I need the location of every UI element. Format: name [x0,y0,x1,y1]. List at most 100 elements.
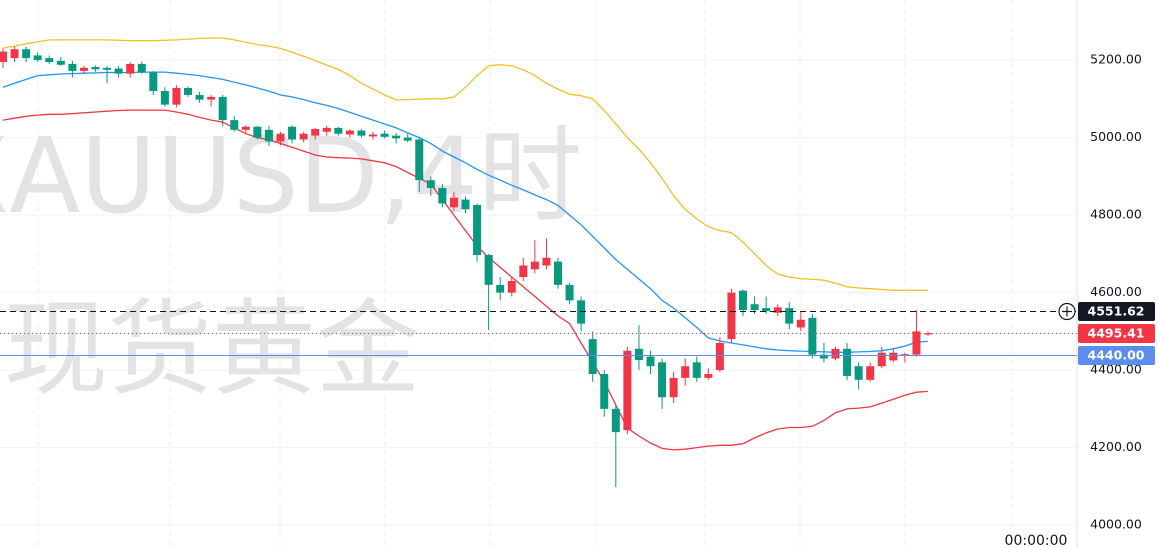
candle-body [623,350,632,431]
candle-body [253,126,262,138]
candle-body [819,354,828,359]
candle-body [403,137,412,141]
band-line [2,109,929,451]
candle-body [311,129,320,136]
watermark-name: 现货黄金 [4,288,420,410]
candle-body [588,339,597,374]
candle-body [461,199,470,210]
candle-body [149,72,158,92]
candle-body [33,55,42,61]
candle-body [727,292,736,340]
candle-body [207,96,216,100]
candle-body [449,197,458,208]
candle-body [704,373,713,378]
y-tick-label: 5200.00 [1090,52,1142,67]
candle-body [854,366,863,380]
candle-body [103,67,112,70]
candle-body [542,257,551,266]
candle-body [184,87,192,95]
candle-body [10,49,19,59]
candle-body [438,187,447,204]
candle-body [22,49,31,59]
candle-body [658,362,667,398]
candle-body [889,352,898,361]
candle-body [415,139,424,181]
candle-body [843,348,852,376]
candle-body [345,130,354,135]
candle-body [496,284,505,293]
band-line [2,37,928,291]
candle-body [739,290,747,311]
y-tick-label: 5000.00 [1090,129,1142,144]
candle-body [750,304,759,311]
candle-body [126,63,135,74]
candle-body [334,127,343,134]
price-axis: 4000.00 4200.00 4400.00 4600.00 4800.00 5000.… [1090,52,1142,532]
candle-body [114,68,123,74]
candle-body [611,408,620,433]
candle-body [669,377,678,398]
candle-body [299,133,308,140]
candle-body [681,366,690,378]
time-label: 00:00:00 [1005,533,1068,548]
candle-body [230,120,239,130]
candle-body [877,352,886,367]
price-label: 4495.41 [1088,326,1145,341]
candle-body [808,317,817,355]
candle-body [288,126,297,140]
candle-body [912,331,921,355]
price-label: 4551.62 [1088,304,1145,319]
plot-area [0,37,932,488]
y-tick-label: 4200.00 [1090,439,1142,454]
candle-body [68,63,77,71]
candle-body [900,354,909,356]
price-label: 4440.00 [1088,348,1145,363]
candle-body [484,255,493,285]
candle-body [79,67,88,71]
candle-body [473,205,482,256]
y-tick-label: 4800.00 [1090,207,1142,222]
candle-body [530,261,539,270]
candle-body [218,96,227,121]
candle-body [241,126,250,130]
candle-body [369,134,377,137]
candle-body [773,307,782,313]
candle-body [172,87,181,105]
candle-body [56,60,65,65]
price-label-box [1078,302,1155,321]
candle-body [692,362,701,378]
candle-body [137,63,146,73]
candle-body [646,356,655,367]
candle-body [322,127,331,132]
y-tick-label: 4400.00 [1090,362,1142,377]
candle-body [554,261,562,285]
price-label-box [1078,346,1155,365]
candle-body [91,67,100,70]
candle-body [380,133,389,137]
candle-body [426,180,435,188]
candle-body [600,373,609,409]
candle-body [160,91,169,105]
candle-body [866,366,875,380]
candle-body [634,348,643,361]
price-line-add-icon [1062,306,1072,317]
candle-body [507,280,516,293]
candle-body [796,319,805,328]
candle-body [276,133,285,142]
candle-body [785,308,794,324]
candle-body [45,58,54,63]
candle-body [392,135,401,139]
band-line [2,71,929,353]
horizontal-grid [0,59,1077,526]
y-tick-label: 4600.00 [1090,284,1142,299]
candle-body [519,265,528,278]
candle-body [831,348,840,359]
candle-body [264,129,273,142]
candle-body [357,130,366,136]
candle-body [565,284,574,301]
candle-body [195,94,204,100]
candle-body [0,51,7,63]
